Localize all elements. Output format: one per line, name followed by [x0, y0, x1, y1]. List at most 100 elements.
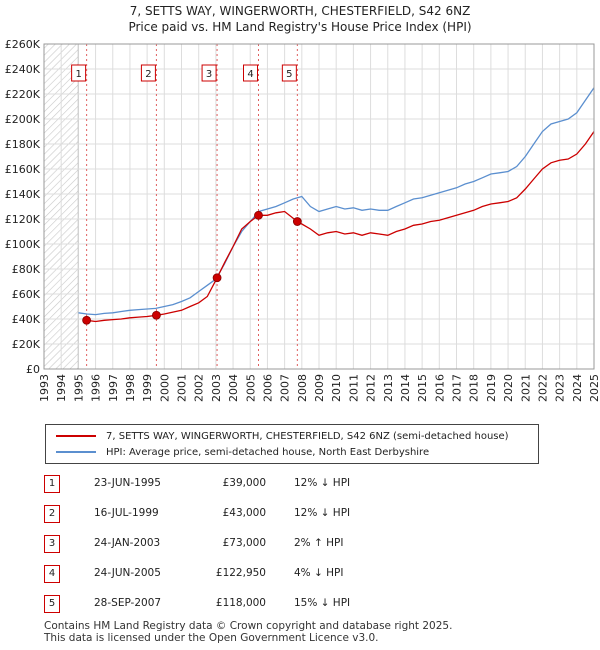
chart-subtitle: Price paid vs. HM Land Registry's House … [128, 20, 472, 34]
transaction-hpi: 12% ↓ HPI [294, 507, 351, 519]
x-tick-label: 2022 [536, 374, 549, 402]
sale-marker-box [140, 64, 156, 82]
x-tick-label: 2016 [433, 374, 446, 402]
footer-copyright: Contains HM Land Registry data © Crown c… [44, 620, 453, 632]
transaction-row: 5 28-SEP-2007 £118,000 15% ↓ HPI [44, 595, 384, 613]
x-tick-label: 2020 [502, 374, 515, 402]
sale-point [254, 210, 263, 220]
sale-point [212, 273, 222, 283]
x-tick-label: 2014 [399, 374, 412, 402]
transaction-hpi: 12% ↓ HPI [294, 477, 351, 489]
transaction-date: 24-JUN-2005 [94, 567, 161, 579]
transaction-number: 5 [44, 595, 60, 613]
transaction-number: 1 [44, 475, 60, 493]
x-tick-label: 1997 [107, 374, 120, 402]
x-tick-label: 2018 [468, 374, 481, 402]
transaction-date: 24-JAN-2003 [94, 537, 161, 549]
x-tick-label: 2024 [571, 374, 584, 402]
y-tick-label: £200K [5, 113, 41, 126]
transaction-hpi: 4% ↓ HPI [294, 567, 344, 579]
y-tick-label: £0 [26, 363, 40, 376]
sale-marker-label: 4 [247, 69, 253, 80]
transaction-price: £43,000 [222, 507, 266, 519]
legend-swatch-hpi [56, 451, 96, 453]
sale-marker-label: 3 [206, 69, 212, 80]
y-tick-label: £40K [12, 313, 41, 326]
y-tick-label: £260K [5, 38, 41, 51]
transaction-number: 4 [44, 565, 60, 583]
footer: Contains HM Land Registry data © Crown c… [44, 620, 452, 644]
transaction-price: £122,950 [215, 567, 266, 579]
x-tick-label: 1995 [72, 374, 85, 402]
transaction-price: £118,000 [215, 597, 266, 609]
sale-marker-box [281, 64, 297, 82]
x-tick-label: 2025 [588, 374, 600, 402]
x-tick-label: 1994 [55, 374, 68, 402]
transaction-hpi: 15% ↓ HPI [294, 597, 351, 609]
x-tick-label: 2012 [365, 374, 378, 402]
sale-marker-box [243, 64, 258, 82]
sale-marker-box [201, 64, 217, 82]
legend: 7, SETTS WAY, WINGERWORTH, CHESTERFIELD,… [45, 424, 539, 464]
legend-item-hpi: HPI: Average price, semi-detached house,… [56, 445, 429, 459]
y-tick-label: £60K [12, 288, 41, 301]
legend-swatch-property [56, 435, 96, 437]
footer-licence: This data is licensed under the Open Gov… [44, 632, 379, 644]
hpi-line [78, 87, 595, 316]
plot-frame [43, 43, 595, 370]
transaction-date: 16-JUL-1999 [94, 507, 159, 519]
sale-marker-box [71, 64, 87, 82]
sale-marker-label: 2 [145, 69, 151, 80]
legend-label-hpi: HPI: Average price, semi-detached house,… [106, 446, 430, 458]
sale-marker-label: 5 [286, 69, 292, 80]
transaction-row: 1 23-JUN-1995 £39,000 12% ↓ HPI [44, 475, 384, 493]
sale-point [292, 217, 302, 226]
x-tick-label: 2007 [279, 374, 292, 402]
x-tick-label: 2010 [330, 374, 343, 402]
x-tick-label: 1999 [141, 374, 154, 402]
transaction-row: 4 24-JUN-2005 £122,950 4% ↓ HPI [44, 565, 384, 583]
x-tick-label: 2004 [227, 374, 240, 402]
x-tick-label: 2019 [485, 374, 498, 402]
transaction-price: £39,000 [222, 477, 266, 489]
y-tick-label: £20K [12, 338, 41, 351]
price-chart: £0 £20K £40K £60K £80K £100K £120K £140K £160K £1… [5, 38, 600, 402]
transaction-date: 23-JUN-1995 [94, 477, 161, 489]
x-tick-label: 1993 [38, 374, 51, 402]
y-tick-label: £180K [5, 138, 41, 151]
x-tick-label: 2005 [244, 374, 257, 402]
x-tick-label: 2017 [451, 374, 464, 402]
x-tick-label: 2009 [313, 374, 326, 402]
chart-title: 7, SETTS WAY, WINGERWORTH, CHESTERFIELD,… [129, 4, 471, 18]
property-price-line [86, 131, 595, 323]
x-tick-label: 1998 [124, 374, 137, 402]
x-tick-label: 2000 [158, 374, 171, 402]
legend-label-property: 7, SETTS WAY, WINGERWORTH, CHESTERFIELD,… [106, 430, 509, 442]
y-tick-label: £140K [5, 188, 41, 201]
x-tick-label: 2006 [261, 374, 274, 402]
y-tick-label: £160K [5, 163, 41, 176]
transaction-hpi: 2% ↑ HPI [294, 537, 344, 549]
transaction-number: 3 [44, 535, 60, 553]
x-tick-label: 2003 [210, 374, 223, 402]
transaction-row: 3 24-JAN-2003 £73,000 2% ↑ HPI [44, 535, 384, 553]
sale-point [82, 315, 92, 325]
y-tick-label: £220K [5, 88, 41, 101]
x-tick-label: 2011 [347, 374, 360, 402]
sale-point [152, 310, 161, 320]
y-tick-label: £120K [5, 213, 41, 226]
x-tick-label: 2013 [382, 374, 395, 402]
y-tick-label: £100K [5, 238, 41, 251]
sale-marker-label: 1 [75, 69, 81, 80]
x-tick-label: 2008 [296, 374, 309, 402]
transaction-date: 28-SEP-2007 [94, 597, 162, 609]
y-tick-label: £240K [5, 63, 41, 76]
legend-item-property: 7, SETTS WAY, WINGERWORTH, CHESTERFIELD,… [56, 429, 509, 443]
x-tick-label: 1996 [90, 374, 103, 402]
x-tick-label: 2023 [554, 374, 567, 402]
x-tick-label: 2015 [416, 374, 429, 402]
transaction-row: 2 16-JUL-1999 £43,000 12% ↓ HPI [44, 505, 384, 523]
transaction-price: £73,000 [222, 537, 266, 549]
x-tick-label: 2002 [193, 374, 206, 402]
y-tick-label: £80K [12, 263, 41, 276]
